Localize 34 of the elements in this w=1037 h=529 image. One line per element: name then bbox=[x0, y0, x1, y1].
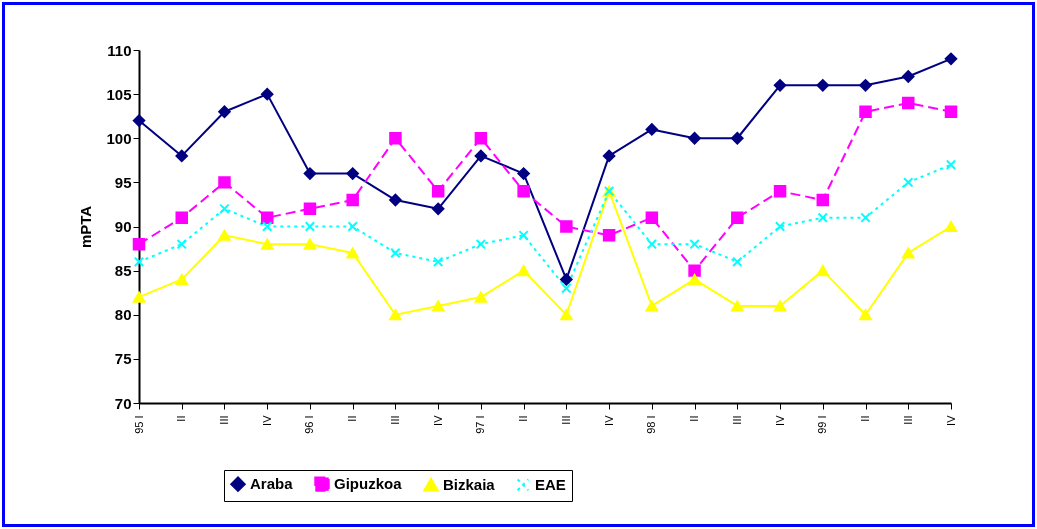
y-axis-title: mPTA bbox=[77, 205, 95, 249]
y-tick-label: 75 bbox=[114, 350, 132, 368]
y-tick-label: 110 bbox=[107, 41, 132, 59]
x-tick-label: II bbox=[688, 415, 701, 422]
x-tick-label: III bbox=[388, 415, 401, 425]
x-tick-label: II bbox=[517, 415, 530, 422]
x-tick-label: 97 I bbox=[474, 415, 487, 434]
x-tick-label: 96 I bbox=[303, 415, 316, 434]
x-tick-label: IV bbox=[773, 414, 786, 426]
x-tick-label: III bbox=[730, 415, 743, 425]
x-tick-label: II bbox=[346, 415, 359, 422]
x-tick-label: II bbox=[859, 415, 872, 422]
x-tick-label: III bbox=[901, 415, 914, 425]
x-tick-label: 95 I bbox=[132, 415, 145, 434]
x-tick-label: III bbox=[559, 415, 572, 425]
x-tick-label: III bbox=[217, 415, 230, 425]
x-tick-label: IV bbox=[431, 414, 444, 426]
y-tick-label: 95 bbox=[114, 173, 132, 191]
x-tick-label: II bbox=[175, 415, 188, 422]
x-tick-label: 99 I bbox=[816, 415, 829, 434]
legend-label: Araba bbox=[250, 475, 294, 493]
legend-label: EAE bbox=[535, 475, 566, 493]
y-tick-label: 100 bbox=[106, 129, 132, 147]
x-tick-label: IV bbox=[602, 414, 615, 426]
legend-label: Bizkaia bbox=[443, 475, 496, 493]
y-tick-label: 70 bbox=[114, 394, 132, 412]
x-tick-label: 98 I bbox=[645, 415, 658, 434]
y-tick-label: 90 bbox=[114, 218, 132, 235]
legend-label: Gipuzkoa bbox=[334, 475, 403, 493]
y-tick-label: 85 bbox=[114, 262, 132, 280]
x-tick-label: IV bbox=[944, 414, 957, 426]
y-tick-label: 80 bbox=[114, 306, 132, 324]
x-tick-label: IV bbox=[260, 414, 273, 426]
y-tick-label: 105 bbox=[106, 85, 132, 103]
